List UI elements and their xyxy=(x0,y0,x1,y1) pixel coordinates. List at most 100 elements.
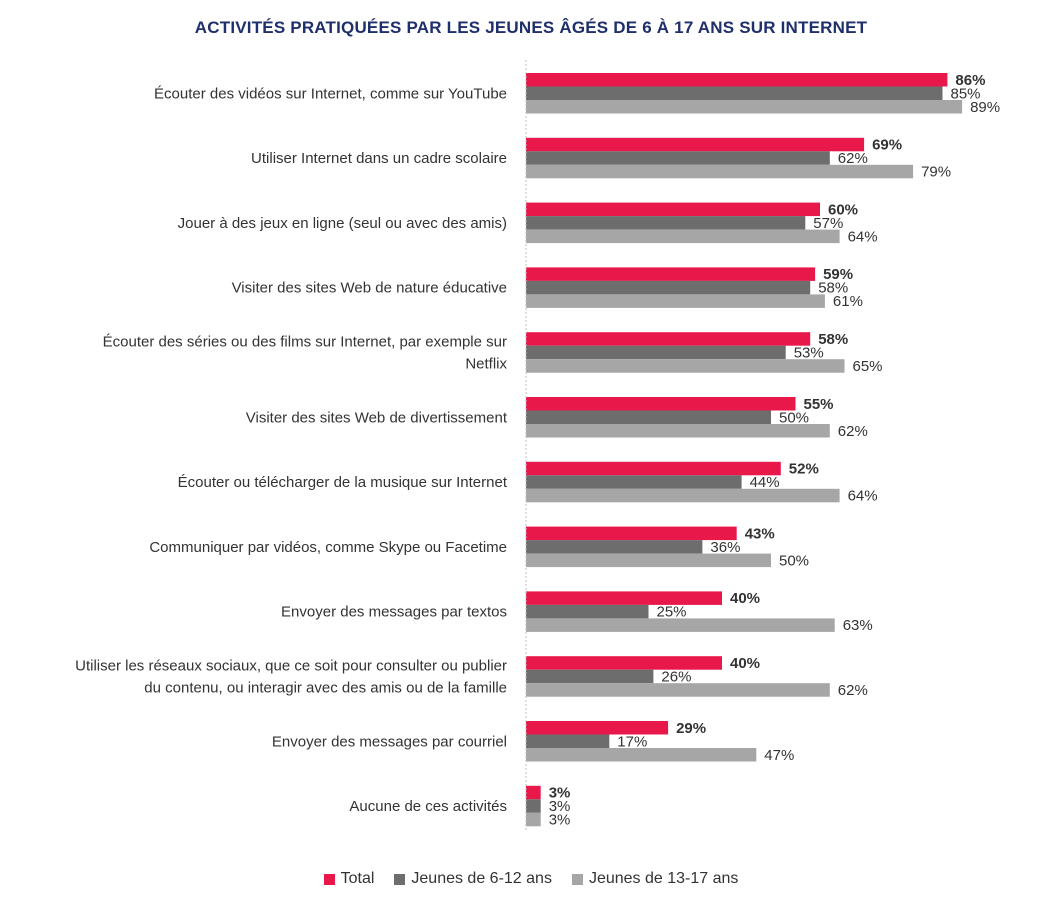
bar xyxy=(526,137,865,152)
category-label: Écouter des vidéos sur Internet, comme s… xyxy=(154,85,507,102)
data-label: 29% xyxy=(676,720,706,737)
bar xyxy=(526,345,786,360)
legend-label: Total xyxy=(340,870,375,887)
bar xyxy=(526,424,830,438)
data-label: 59% xyxy=(823,266,853,283)
bar xyxy=(526,359,845,373)
bar xyxy=(526,785,541,800)
category-label: du contenu, ou interagir avec des amis o… xyxy=(144,679,507,696)
legend-item: Total xyxy=(323,870,375,888)
bar xyxy=(526,604,649,619)
category-label: Utiliser Internet dans un cadre scolaire xyxy=(251,150,507,167)
data-label: 85% xyxy=(951,85,981,102)
category-label: Utiliser les réseaux sociaux, que ce soi… xyxy=(75,657,507,674)
bar xyxy=(526,656,722,670)
chart-title: ACTIVITÉS PRATIQUÉES PAR LES JEUNES ÂGÉS… xyxy=(194,18,868,37)
bar xyxy=(526,683,830,697)
legend-swatch xyxy=(571,873,583,885)
bar xyxy=(526,475,742,489)
category-label: Aucune de ces activités xyxy=(349,798,507,815)
data-label: 40% xyxy=(730,655,760,672)
legend-label: Jeunes de 6-12 ans xyxy=(411,870,552,887)
data-label: 53% xyxy=(794,344,824,361)
data-label: 3% xyxy=(549,785,571,802)
category-label: Écouter des séries ou des films sur Inte… xyxy=(103,333,507,350)
data-label: 79% xyxy=(921,164,951,181)
bar xyxy=(526,202,820,217)
data-label: 89% xyxy=(970,99,1000,116)
bar xyxy=(526,280,811,295)
category-label: Visiter des sites Web de divertissement xyxy=(246,409,508,426)
bar xyxy=(526,397,796,411)
bar xyxy=(526,526,737,541)
legend-swatch xyxy=(323,873,335,885)
bar xyxy=(526,151,830,165)
bar xyxy=(526,267,816,281)
data-label: 58% xyxy=(818,280,848,297)
bar xyxy=(526,86,943,100)
data-label: 62% xyxy=(838,150,868,167)
data-label: 26% xyxy=(661,668,691,685)
bar xyxy=(526,294,825,308)
data-label: 40% xyxy=(730,590,760,607)
bars xyxy=(526,73,963,827)
data-label: 50% xyxy=(779,552,809,569)
data-label: 69% xyxy=(872,137,902,154)
bar xyxy=(526,488,840,503)
data-label: 61% xyxy=(833,293,863,310)
category-label: Envoyer des messages par textos xyxy=(281,604,507,621)
legend-item: Jeunes de 6-12 ans xyxy=(394,870,552,888)
data-label: 62% xyxy=(838,423,868,440)
bar xyxy=(526,410,771,424)
bar xyxy=(526,812,541,827)
data-label: 64% xyxy=(848,228,878,245)
category-label: Netflix xyxy=(465,355,507,372)
category-label: Communiquer par vidéos, comme Skype ou F… xyxy=(149,539,507,556)
bar xyxy=(526,461,781,476)
data-label: 60% xyxy=(828,201,858,218)
data-label: 65% xyxy=(853,358,883,375)
value-labels: 86%85%89%69%62%79%60%57%64%59%58%61%58%5… xyxy=(549,72,1000,829)
data-label: 57% xyxy=(813,215,843,232)
category-label: Écouter ou télécharger de la musique sur… xyxy=(178,474,508,491)
bar xyxy=(526,100,963,114)
data-label: 64% xyxy=(848,488,878,505)
data-label: 44% xyxy=(750,474,780,491)
bar xyxy=(526,799,541,813)
bar xyxy=(526,164,914,179)
bar xyxy=(526,216,806,230)
data-label: 36% xyxy=(710,539,740,556)
data-label: 3% xyxy=(549,812,571,829)
bar xyxy=(526,332,811,346)
data-label: 55% xyxy=(804,396,834,413)
bar xyxy=(526,553,771,568)
bar xyxy=(526,540,703,554)
bar xyxy=(526,591,722,605)
legend-swatch xyxy=(394,873,406,885)
data-label: 52% xyxy=(789,461,819,478)
bar xyxy=(526,721,669,735)
category-label: Jouer à des jeux en ligne (seul ou avec … xyxy=(178,215,507,232)
data-label: 17% xyxy=(617,733,647,750)
data-label: 43% xyxy=(745,525,775,542)
bar xyxy=(526,73,948,87)
category-label: Envoyer des messages par courriel xyxy=(272,733,507,750)
data-label: 58% xyxy=(818,331,848,348)
category-labels: Écouter des vidéos sur Internet, comme s… xyxy=(75,85,508,815)
data-label: 25% xyxy=(657,604,687,621)
bar xyxy=(526,669,654,684)
bar xyxy=(526,618,835,632)
legend-item: Jeunes de 13-17 ans xyxy=(571,870,739,888)
category-label: Visiter des sites Web de nature éducativ… xyxy=(232,280,507,297)
bar xyxy=(526,229,840,244)
data-label: 50% xyxy=(779,409,809,426)
legend-label: Jeunes de 13-17 ans xyxy=(588,870,739,887)
legend: Total Jeunes de 6-12 ans Jeunes de 13-17 a… xyxy=(0,870,1062,890)
data-label: 47% xyxy=(764,747,794,764)
bar xyxy=(526,748,757,762)
bar xyxy=(526,734,610,748)
data-label: 63% xyxy=(843,617,873,634)
data-label: 3% xyxy=(549,798,571,815)
data-label: 86% xyxy=(955,72,985,89)
